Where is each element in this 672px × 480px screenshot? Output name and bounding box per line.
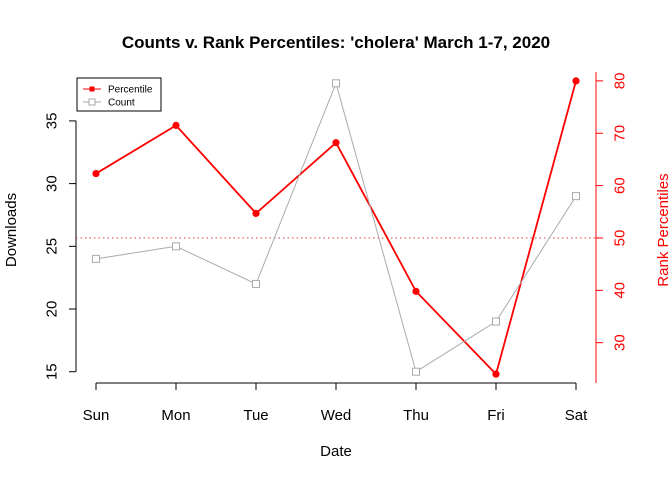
y-tick-label: 35 bbox=[44, 113, 61, 130]
x-tick-label: Mon bbox=[161, 407, 190, 424]
count-point bbox=[92, 254, 100, 263]
percentile-point bbox=[572, 77, 580, 85]
y-tick-label: 25 bbox=[44, 238, 61, 255]
y2-tick-label: 50 bbox=[612, 230, 629, 247]
percentile-point bbox=[412, 287, 420, 295]
count-point bbox=[172, 242, 180, 251]
y2-tick-label: 80 bbox=[612, 73, 629, 90]
count-point bbox=[332, 79, 340, 88]
x-tick-label: Thu bbox=[403, 407, 429, 424]
y-axis-title: Downloads bbox=[3, 193, 20, 267]
x-axis-title: Date bbox=[320, 443, 352, 460]
count-point bbox=[492, 317, 500, 326]
x-tick-label: Fri bbox=[487, 407, 505, 424]
plot-area: 15 20 25 30 35 30 40 50 60 70 80 Sun Mon Tue Wed Thu Fri… bbox=[44, 72, 629, 424]
legend-percentile-label: Percentile bbox=[108, 85, 153, 96]
count-point bbox=[252, 279, 260, 288]
percentile-point bbox=[252, 209, 260, 217]
percentile-point bbox=[332, 139, 340, 147]
percentile-point bbox=[92, 169, 100, 178]
chart-title: Counts v. Rank Percentiles: 'cholera' Ma… bbox=[122, 33, 550, 52]
count-point bbox=[412, 367, 420, 376]
x-tick-label: Wed bbox=[321, 407, 352, 424]
count-line bbox=[95, 81, 577, 373]
y2-tick-label: 40 bbox=[612, 282, 629, 299]
x-tick-label: Sat bbox=[565, 407, 588, 424]
count-point bbox=[572, 192, 580, 201]
y2-axis-title: Rank Percentiles bbox=[655, 173, 672, 286]
y2-tick-label: 30 bbox=[612, 334, 629, 351]
legend-count-marker bbox=[88, 98, 96, 106]
y-tick-label: 20 bbox=[44, 301, 61, 318]
y-tick-label: 30 bbox=[44, 175, 61, 192]
y2-tick-label: 60 bbox=[612, 177, 629, 194]
legend-percentile-marker bbox=[89, 86, 95, 92]
x-tick-label: Sun bbox=[83, 407, 110, 424]
percentile-line bbox=[95, 80, 577, 376]
y-tick-label: 15 bbox=[44, 363, 61, 380]
legend-count-label: Count bbox=[108, 98, 135, 109]
x-tick-label: Tue bbox=[243, 407, 268, 424]
legend: Percentile Count bbox=[76, 77, 162, 112]
y2-tick-label: 70 bbox=[612, 125, 629, 142]
percentile-point bbox=[172, 121, 180, 130]
percentile-point bbox=[492, 370, 500, 378]
